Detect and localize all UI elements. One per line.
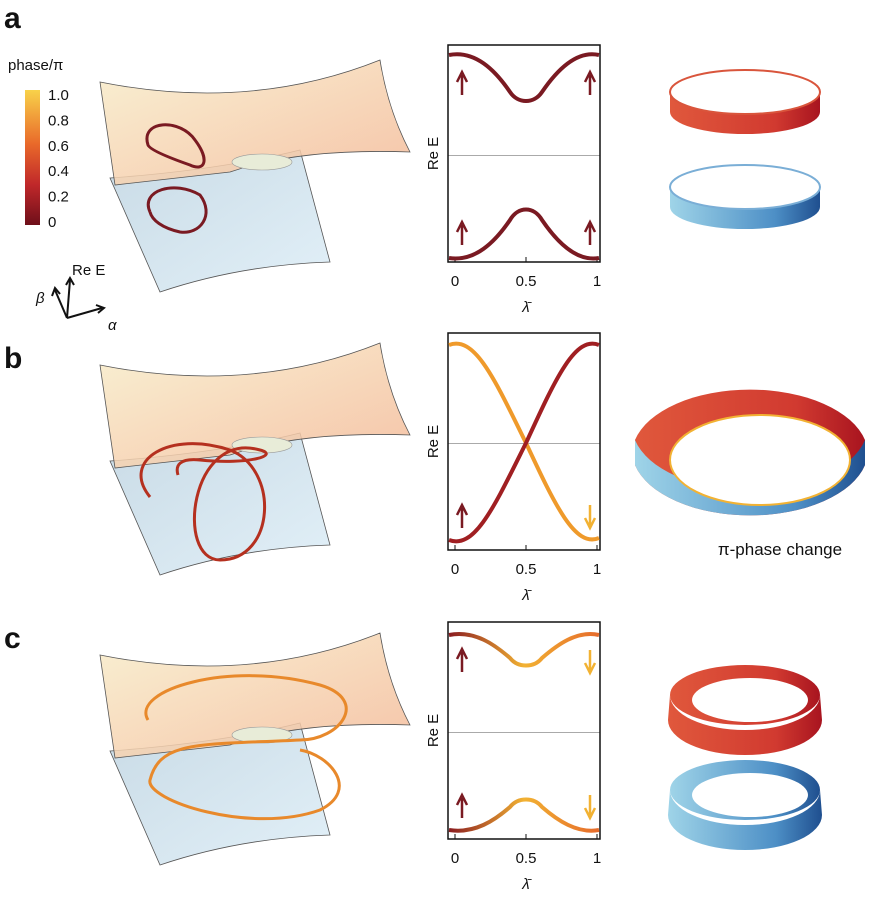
colorbar-tick-label: 0 (48, 214, 56, 231)
surface (100, 60, 410, 292)
colorbar-title: phase/π (8, 57, 63, 74)
curves (449, 54, 599, 830)
colorbar-tick-label: 0.2 (48, 189, 69, 206)
surface (100, 633, 410, 865)
colorbar-tick-label: 0.4 (48, 163, 69, 180)
panel-label: b (4, 342, 22, 375)
x-axis-label: λ̄ (521, 587, 532, 604)
y-axis-label: Re E (425, 425, 442, 458)
x-tick-label: 0 (451, 561, 459, 578)
axes-legend (52, 278, 104, 318)
axis-legend-label: Re E (72, 262, 105, 279)
x-tick-label: 0.5 (516, 561, 537, 578)
colorbar-tick-label: 0.6 (48, 138, 69, 155)
x-tick-label: 1 (593, 273, 601, 290)
rings (635, 70, 865, 850)
x-tick-label: 0.5 (516, 850, 537, 867)
figure: a b c phase/π 1.00.80.60.40.20 Re E β α … (0, 0, 875, 896)
plot-frame (448, 45, 600, 262)
axis-legend-label: β (35, 290, 45, 307)
x-axis-label: λ̄ (521, 876, 532, 893)
x-tick-label: 0.5 (516, 273, 537, 290)
colorbar-tick-label: 0.8 (48, 112, 69, 129)
panel-label: a (4, 2, 21, 35)
axis-legend-label: α (108, 317, 117, 334)
x-tick-label: 1 (593, 561, 601, 578)
x-tick-label: 0 (451, 273, 459, 290)
plot-frame (448, 622, 600, 839)
panel-label: c (4, 622, 21, 655)
colorbar-tick-label: 1.0 (48, 87, 69, 104)
y-axis-label: Re E (425, 714, 442, 747)
x-axis-label: λ̄ (521, 299, 532, 316)
colorbar (25, 90, 40, 225)
x-tick-label: 0 (451, 850, 459, 867)
caption: π-phase change (718, 540, 842, 559)
y-axis-label: Re E (425, 137, 442, 170)
x-tick-label: 1 (593, 850, 601, 867)
